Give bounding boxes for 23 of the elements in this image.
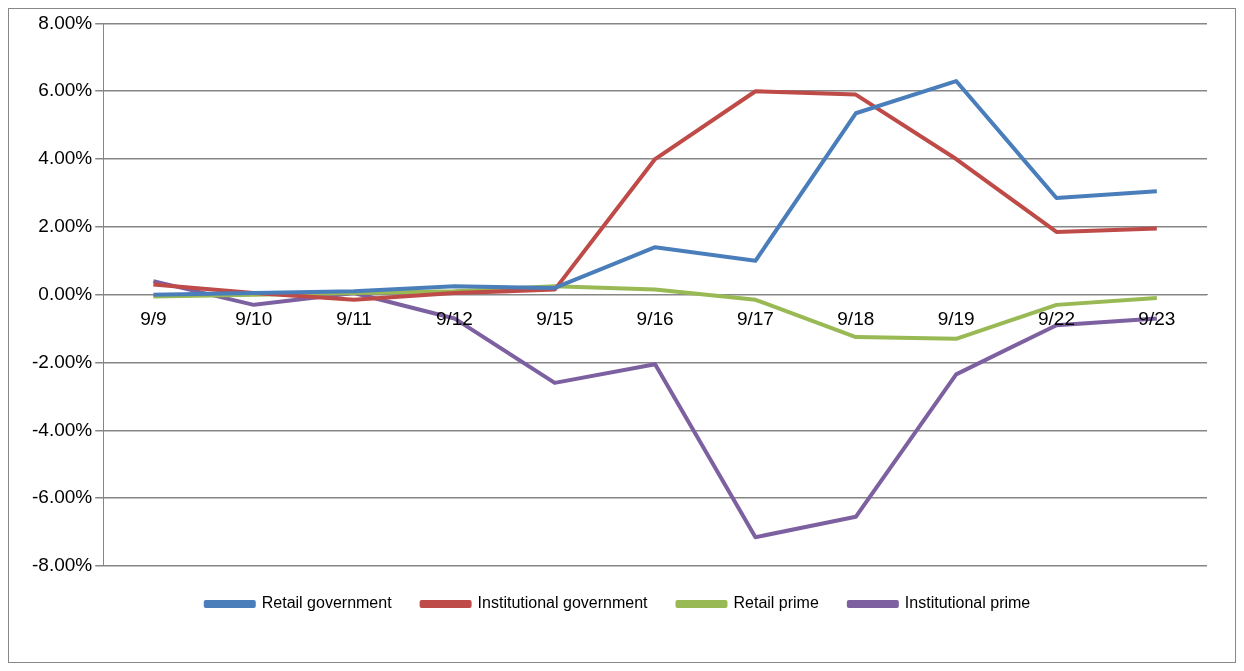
- x-tick-label: 9/15: [536, 308, 574, 330]
- x-tick-label: 9/19: [937, 308, 975, 330]
- x-tick-label: 9/17: [736, 308, 774, 330]
- x-tick-label: 9/23: [1138, 308, 1176, 330]
- x-tick-label: 9/11: [336, 308, 372, 330]
- y-tick-label: -6.00%: [32, 486, 93, 508]
- x-tick-label: 9/16: [636, 308, 674, 330]
- x-tick-label: 9/9: [140, 308, 167, 330]
- y-tick-label: -8.00%: [32, 554, 93, 576]
- y-tick-label: 4.00%: [38, 147, 93, 169]
- y-tick-label: 2.00%: [38, 215, 93, 237]
- y-tick-label: -4.00%: [32, 418, 93, 440]
- x-tick-label: 9/10: [235, 308, 273, 330]
- legend-label: Retail prime: [733, 594, 819, 612]
- x-tick-label: 9/18: [837, 308, 875, 330]
- x-tick-label: 9/22: [1037, 308, 1075, 330]
- y-tick-label: 0.00%: [38, 282, 93, 304]
- legend-label: Retail government: [261, 594, 393, 612]
- y-tick-label: 6.00%: [38, 79, 93, 101]
- y-tick-label: -2.00%: [32, 350, 93, 372]
- legend-label: Institutional prime: [904, 594, 1031, 612]
- y-tick-label: 8.00%: [38, 11, 93, 33]
- legend-label: Institutional government: [477, 594, 649, 612]
